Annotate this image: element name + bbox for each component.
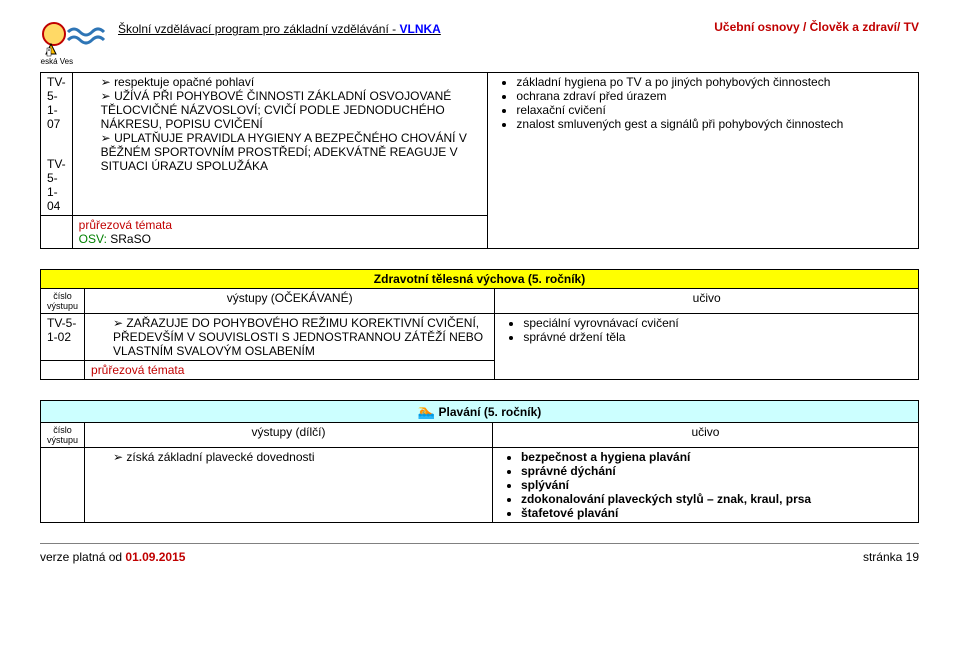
table2-empty-code: [41, 361, 85, 380]
list-item: ochrana zdraví před úrazem: [516, 89, 912, 103]
table1-right: základní hygiena po TV a po jiných pohyb…: [488, 73, 919, 249]
title-text: Školní vzdělávací program pro základní v…: [118, 22, 399, 36]
sraso: SRaSO: [110, 232, 151, 246]
list-item: speciální vyrovnávací cvičení: [523, 316, 912, 330]
svg-text:Česká Ves: Česká Ves: [40, 57, 73, 66]
table1-left-list: respektuje opačné pohlaví UŽÍVÁ PŘI POHY…: [79, 75, 482, 173]
table1-codes: TV-5-1-07 TV-5-1-04: [41, 73, 73, 216]
table2-right: speciální vyrovnávací cvičení správné dr…: [495, 314, 919, 380]
footer-date: 01.09.2015: [125, 550, 185, 564]
header-left: Česká Ves Školní vzdělávací program pro …: [40, 20, 441, 68]
table3-left: získá základní plavecké dovednosti: [85, 448, 493, 523]
footer-prefix: verze platná od: [40, 550, 125, 564]
table3-right: bezpečnost a hygiena plavání správné dýc…: [492, 448, 918, 523]
table3-right-list: bezpečnost a hygiena plavání správné dýc…: [499, 450, 912, 520]
code-2: TV-5-1-04: [47, 157, 66, 213]
list-item: zdokonalování plaveckých stylů – znak, k…: [521, 492, 912, 506]
table3-code: [41, 448, 85, 523]
table2-code: TV-5-1-02: [41, 314, 85, 361]
code-1: TV-5-1-07: [47, 75, 66, 131]
table-1: TV-5-1-07 TV-5-1-04 respektuje opačné po…: [40, 72, 919, 249]
table2-left: ZAŘAZUJE DO POHYBOVÉHO REŽIMU KOREKTIVNÍ…: [85, 314, 495, 361]
table3-title-text: Plavání (5. ročník): [439, 405, 542, 419]
table1-left: respektuje opačné pohlaví UŽÍVÁ PŘI POHY…: [72, 73, 488, 216]
pruzova-temata: průřezová témata: [79, 218, 172, 232]
table2-title: Zdravotní tělesná výchova (5. ročník): [41, 270, 919, 289]
table1-right-list: základní hygiena po TV a po jiných pohyb…: [494, 75, 912, 131]
table1-bottom: průřezová témata OSV: SRaSO: [72, 216, 488, 249]
school-logo-icon: Česká Ves: [40, 20, 110, 68]
table2-bottom: průřezová témata: [85, 361, 495, 380]
table2-right-list: speciální vyrovnávací cvičení správné dr…: [501, 316, 912, 344]
page-footer: verze platná od 01.09.2015 stránka 19: [40, 543, 919, 564]
list-item: získá základní plavecké dovednosti: [113, 450, 486, 464]
doc-title: Školní vzdělávací program pro základní v…: [118, 22, 441, 36]
footer-right: stránka 19: [863, 550, 919, 564]
list-item: relaxační cvičení: [516, 103, 912, 117]
table2-left-list: ZAŘAZUJE DO POHYBOVÉHO REŽIMU KOREKTIVNÍ…: [91, 316, 488, 358]
list-item: znalost smluvených gest a signálů při po…: [516, 117, 912, 131]
list-item: respektuje opačné pohlaví: [101, 75, 482, 89]
table3-title: 🏊 Plavání (5. ročník): [41, 401, 919, 423]
col-ucivo: učivo: [495, 289, 919, 314]
list-item: UPLATŇUJE PRAVIDLA HYGIENY A BEZPEČNÉHO …: [101, 131, 482, 173]
list-item: UŽÍVÁ PŘI POHYBOVÉ ČINNOSTI ZÁKLADNÍ OSV…: [101, 89, 482, 131]
page-header: Česká Ves Školní vzdělávací program pro …: [40, 20, 919, 68]
col-code-3: číslo výstupu: [41, 423, 85, 448]
osv-label: OSV:: [79, 232, 107, 246]
swimmer-icon: 🏊: [418, 403, 435, 419]
list-item: správné dýchání: [521, 464, 912, 478]
list-item: štafetové plavání: [521, 506, 912, 520]
table-3: 🏊 Plavání (5. ročník) číslo výstupu výst…: [40, 400, 919, 523]
col-ucivo-3: učivo: [492, 423, 918, 448]
title-vlnka: VLNKA: [399, 22, 440, 36]
table3-left-list: získá základní plavecké dovednosti: [91, 450, 486, 464]
table-2: Zdravotní tělesná výchova (5. ročník) čí…: [40, 269, 919, 380]
footer-left: verze platná od 01.09.2015: [40, 550, 185, 564]
list-item: správné držení těla: [523, 330, 912, 344]
list-item: základní hygiena po TV a po jiných pohyb…: [516, 75, 912, 89]
list-item: bezpečnost a hygiena plavání: [521, 450, 912, 464]
col-vystupy: výstupy (OČEKÁVANÉ): [85, 289, 495, 314]
list-item: ZAŘAZUJE DO POHYBOVÉHO REŽIMU KOREKTIVNÍ…: [113, 316, 488, 358]
pruzova-temata-2: průřezová témata: [91, 363, 184, 377]
doc-subtitle: Učební osnovy / Člověk a zdraví/ TV: [714, 20, 919, 34]
table1-empty-code: [41, 216, 73, 249]
col-code: číslo výstupu: [41, 289, 85, 314]
col-vystupy-3: výstupy (dílčí): [85, 423, 493, 448]
list-item: splývání: [521, 478, 912, 492]
